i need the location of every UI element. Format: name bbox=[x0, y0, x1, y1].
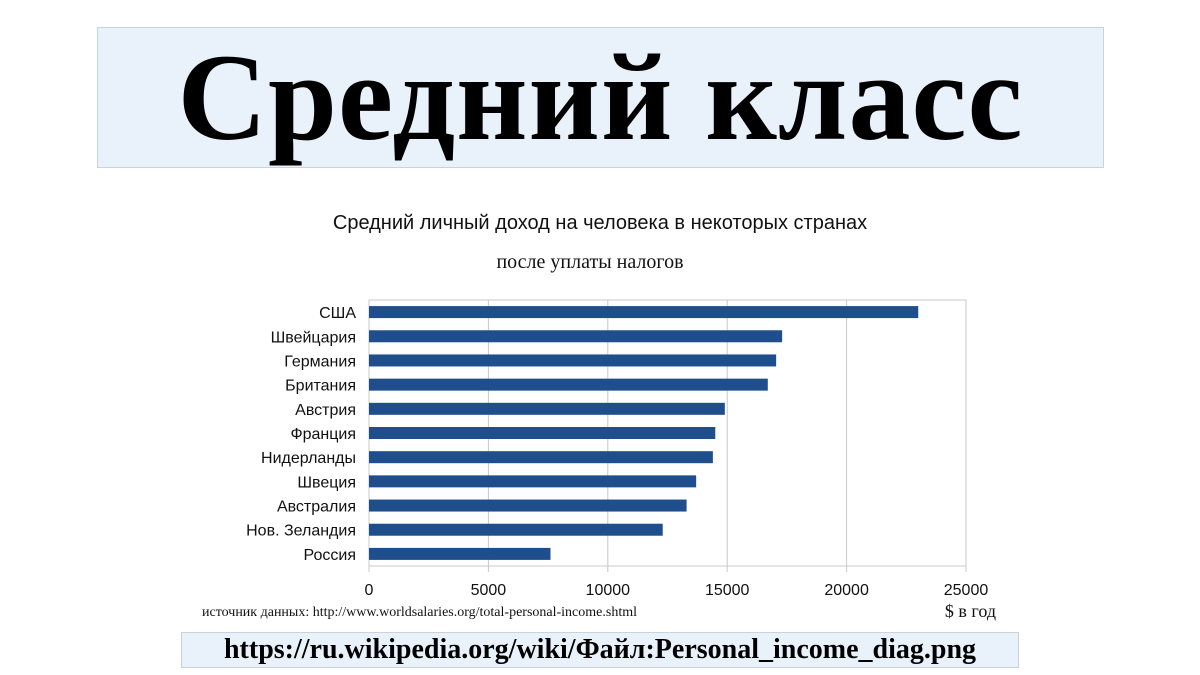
bar bbox=[369, 451, 713, 464]
category-label: Австрия bbox=[295, 402, 356, 419]
x-tick-label: 5000 bbox=[471, 582, 507, 599]
bar bbox=[369, 354, 777, 367]
bar bbox=[369, 402, 725, 415]
chart-x-axis-label: $ в год bbox=[945, 601, 996, 621]
chart-bars bbox=[369, 306, 919, 560]
x-tick-label: 15000 bbox=[705, 582, 750, 599]
bar bbox=[369, 330, 783, 343]
category-label: Франция bbox=[290, 426, 356, 443]
bar bbox=[369, 427, 716, 439]
chart-subtitle: после уплаты налогов bbox=[496, 251, 683, 273]
category-label: США bbox=[319, 305, 356, 322]
category-label: Нидерланды bbox=[261, 450, 356, 467]
bar bbox=[369, 306, 919, 319]
category-label: Британия bbox=[285, 378, 356, 395]
bar bbox=[369, 523, 663, 536]
chart-x-tick-labels: 0 5000 10000 15000 20000 25000 bbox=[365, 582, 989, 599]
source-url-banner: https://ru.wikipedia.org/wiki/Файл:Perso… bbox=[181, 632, 1019, 668]
bar bbox=[369, 475, 697, 488]
source-url[interactable]: https://ru.wikipedia.org/wiki/Файл:Perso… bbox=[223, 634, 977, 665]
chart-source-note: источник данных: http://www.worldsalarie… bbox=[202, 605, 637, 620]
bar bbox=[369, 378, 768, 391]
chart-title: Средний личный доход на человека в некот… bbox=[333, 212, 867, 234]
x-tick-label: 0 bbox=[365, 582, 374, 599]
category-label: Россия bbox=[304, 547, 356, 564]
category-label: Германия bbox=[284, 353, 356, 370]
title-banner: Средний класс bbox=[97, 27, 1104, 168]
bar bbox=[369, 547, 551, 560]
x-tick-label: 20000 bbox=[824, 582, 869, 599]
page-title: Средний класс bbox=[177, 28, 1024, 166]
category-label: Австралия bbox=[277, 499, 356, 516]
bar bbox=[369, 499, 687, 512]
x-tick-label: 10000 bbox=[586, 582, 631, 599]
category-label: Нов. Зеландия bbox=[246, 523, 356, 540]
x-tick-label: 25000 bbox=[944, 582, 989, 599]
category-label: Швейцария bbox=[271, 329, 356, 346]
category-label: Швеция bbox=[297, 474, 356, 491]
chart-category-labels: США Швейцария Германия Британия Австрия Франц… bbox=[246, 305, 356, 564]
